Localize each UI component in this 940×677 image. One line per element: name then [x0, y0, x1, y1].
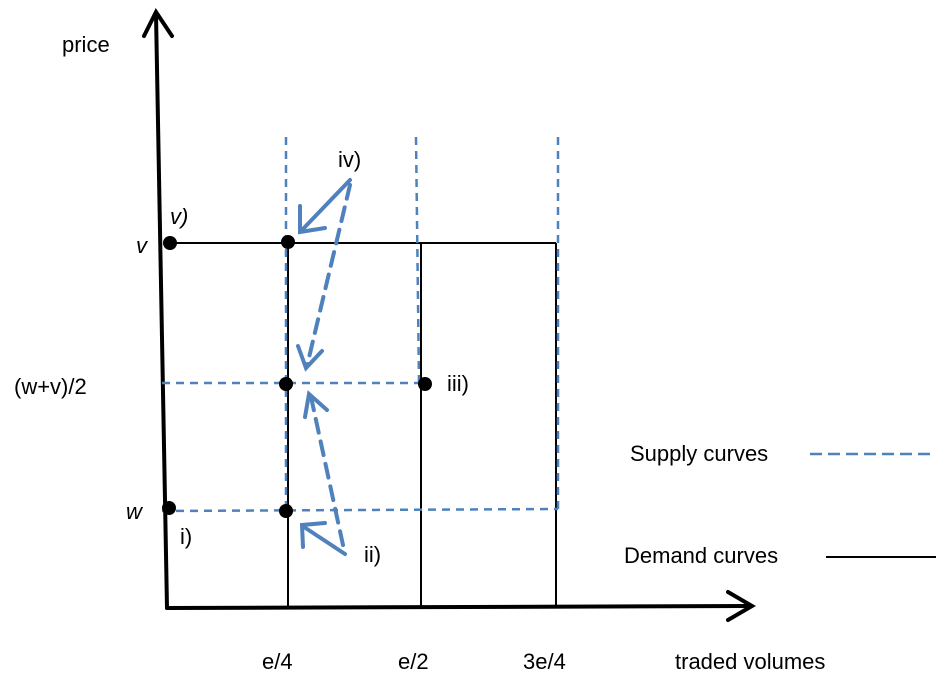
arrow-ii-up-head [303, 390, 329, 419]
axes [142, 8, 756, 622]
point-label-ii: ii) [364, 542, 381, 567]
arrow-ii-to-i-shaft [302, 525, 347, 556]
arrow-iv-to-v-head [298, 204, 327, 235]
price-level-w: w [126, 499, 144, 524]
adjustment-arrows [296, 178, 352, 556]
point-mid-e4 [279, 377, 293, 391]
y-axis-label: price [62, 32, 110, 57]
x-tick-e4: e/4 [262, 649, 293, 674]
point-label-iii: iii) [447, 371, 469, 396]
points [162, 235, 432, 518]
point-w [162, 501, 176, 515]
demand-curves [168, 242, 557, 608]
price-level-v: v [136, 233, 149, 258]
x-axis-arrowhead [726, 590, 756, 622]
point-label-v: v) [170, 204, 188, 229]
point-label-i: i) [180, 524, 192, 549]
arrow-iv-to-v-shaft [300, 178, 352, 232]
arrow-ii-to-i-head [299, 521, 327, 549]
x-tick-e2: e/2 [398, 649, 429, 674]
supply-curve-e2 [414, 136, 421, 385]
arrow-iv-down-head [296, 344, 324, 372]
point-bottom-e4 [279, 504, 293, 518]
arrow-iv-down-shaft [305, 183, 352, 368]
x-tick-3e4: 3e/4 [523, 649, 566, 674]
legend-demand-label: Demand curves [624, 543, 778, 568]
x-axis-label: traded volumes [675, 649, 825, 674]
y-axis-arrowhead [142, 8, 174, 38]
legend-supply-label: Supply curves [630, 441, 768, 466]
point-v [163, 236, 177, 250]
supply-curves [161, 136, 560, 513]
legend: Supply curves Demand curves [624, 441, 936, 568]
arrow-ii-up-shaft [309, 395, 345, 547]
price-level-mid: (w+v)/2 [14, 374, 87, 399]
supply-curve-w-horizontal [161, 507, 559, 513]
y-axis [154, 12, 169, 610]
point-iii [418, 377, 432, 391]
x-axis [165, 604, 752, 610]
point-label-iv: iv) [338, 147, 361, 172]
point-top-e4 [281, 235, 295, 249]
